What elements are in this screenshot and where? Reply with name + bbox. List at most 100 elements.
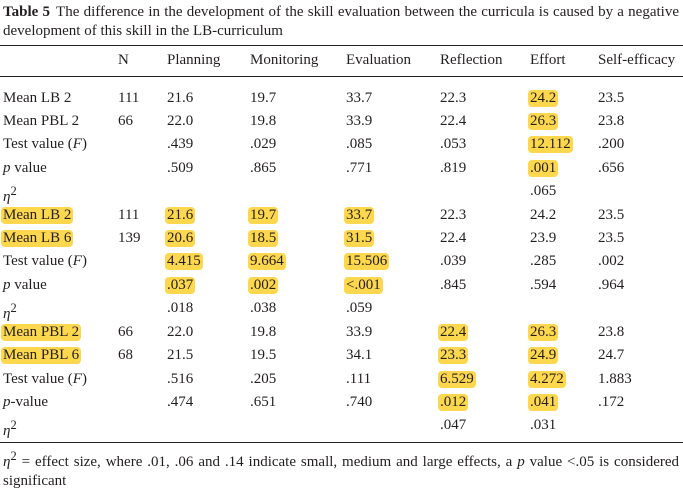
highlight-mark: 26.3: [528, 324, 558, 341]
cell-text: 1.883: [598, 371, 632, 387]
cell-value: .041: [530, 394, 556, 410]
cell-text: η2: [3, 189, 17, 205]
cell-value: Test value (: [3, 136, 73, 152]
header-reflection: Reflection: [440, 49, 502, 71]
cell-text: 23.5: [598, 230, 624, 246]
cell-value: 24.2: [530, 90, 556, 106]
cell-value: .002: [250, 277, 276, 293]
cell-text: 22.4: [440, 230, 466, 246]
highlight-mark: Mean LB 2: [1, 207, 73, 224]
cell-value: .740: [346, 394, 372, 410]
table-row: Test value (F) .439 .029 .085 .053 12.112 .200: [0, 133, 683, 155]
highlight-mark: 26.3: [528, 113, 558, 130]
highlight-mark: 9.664: [248, 253, 286, 270]
cell-evaluation: 34.1: [346, 344, 372, 366]
cell-value: .111: [346, 371, 371, 387]
cell-text: 66: [118, 113, 133, 129]
table-header: N Planning Monitoring Evaluation Reflect…: [0, 49, 683, 71]
cell-value: 26.3: [530, 324, 556, 340]
cell-value: 22.4: [440, 324, 466, 340]
cell-value: .200: [598, 136, 624, 152]
cell-reflection: .819: [440, 157, 466, 179]
highlight-mark: .012: [438, 394, 468, 411]
header-n: N: [118, 49, 129, 71]
table-row: Mean LB 2 111 21.6 19.7 33.7 22.3 24.2 23.5: [0, 87, 683, 109]
cell-n: 68: [118, 344, 133, 366]
cell-text: 22.0: [167, 113, 193, 129]
cell-value: 23.8: [598, 324, 624, 340]
cell-text: .771: [346, 160, 372, 176]
cell-value: .205: [250, 371, 276, 387]
cell-n: 139: [118, 227, 141, 249]
highlight-mark: .037: [165, 277, 195, 294]
cell-value: 19.7: [250, 90, 276, 106]
highlight-mark: 33.7: [344, 207, 374, 224]
caption-text: The difference in the development of the…: [3, 4, 679, 39]
highlight-mark: 24.9: [528, 347, 558, 364]
cell-value-suffix: ): [82, 253, 87, 269]
cell-value: Test value (: [3, 253, 73, 269]
cell-text: 22.3: [440, 90, 466, 106]
cell-text: .002: [598, 253, 624, 269]
cell-n: 66: [118, 110, 133, 132]
cell-effort: .065: [530, 180, 556, 202]
table-row: Test value (F) .516.205.111 6.529 4.272 1.88…: [0, 368, 683, 390]
cell-value: 111: [118, 90, 139, 106]
cell-value: .038: [250, 300, 276, 316]
cell-label: Test value (F): [3, 368, 87, 390]
cell-value: .509: [167, 160, 193, 176]
cell-value: 23.9: [530, 230, 556, 246]
cell-value: 23.8: [598, 113, 624, 129]
cell-self-efficacy: 24.7: [598, 344, 624, 366]
cell-planning: .439: [167, 133, 193, 155]
cell-text: .085: [346, 136, 372, 152]
cell-text: .285: [530, 253, 556, 269]
cell-value: Mean PBL 6: [3, 347, 79, 363]
cell-value: .047: [440, 417, 466, 433]
cell-value: .037: [167, 277, 193, 293]
cell-planning: .474: [167, 391, 193, 413]
cell-monitoring: 19.7: [250, 87, 276, 109]
cell-text: .047: [440, 417, 466, 433]
cell-superscript: 2: [10, 418, 16, 432]
cell-value: 6.529: [440, 371, 474, 387]
cell-text: 22.0: [167, 324, 193, 340]
cell-label: p value: [3, 274, 47, 296]
cell-planning: 22.0: [167, 321, 193, 343]
cell-evaluation: 33.7: [346, 87, 372, 109]
cell-value: 31.5: [346, 230, 372, 246]
table-footnote: η2 = effect size, where .01, .06 and .14…: [3, 447, 679, 491]
cell-value: 34.1: [346, 347, 372, 363]
cell-value: 139: [118, 230, 141, 246]
cell-value: 66: [118, 113, 133, 129]
cell-label: η2: [3, 180, 17, 202]
cell-value: .031: [530, 417, 556, 433]
cell-text: Mean LB 2: [3, 90, 71, 106]
cell-value: 22.4: [440, 230, 466, 246]
cell-text: 19.7: [250, 90, 276, 106]
cell-value: Mean LB 2: [3, 90, 71, 106]
cell-value: 21.6: [167, 207, 193, 223]
cell-value: 23.5: [598, 230, 624, 246]
cell-text: .474: [167, 394, 193, 410]
highlight-mark: 15.506: [344, 253, 389, 270]
cell-label: p value: [3, 157, 47, 179]
cell-value: .516: [167, 371, 193, 387]
cell-text: 111: [118, 90, 139, 106]
cell-effort: 23.9: [530, 227, 556, 249]
cell-planning: .516: [167, 368, 193, 390]
cell-value: .065: [530, 183, 556, 199]
cell-value: <.001: [346, 277, 381, 293]
table-row: p value .509 .865 .771 .819 .001 .656: [0, 157, 683, 179]
table-label: Table 5: [3, 4, 50, 20]
table-row: p value .037.002 <.001.845.594.964: [0, 274, 683, 296]
cell-text: 24.2: [530, 207, 556, 223]
cell-value: 33.7: [346, 207, 372, 223]
table-caption: Table 5 The difference in the development…: [3, 3, 679, 41]
cell-self-efficacy: .172: [598, 391, 624, 413]
highlight-mark: 6.529: [438, 371, 476, 388]
cell-value: 19.8: [250, 324, 276, 340]
table-row: Mean PBL 2 66 22.0 19.8 33.9 22.4 26.3 23.8: [0, 321, 683, 343]
cell-label: η2: [3, 414, 17, 436]
cell-value: Mean LB 6: [3, 230, 71, 246]
